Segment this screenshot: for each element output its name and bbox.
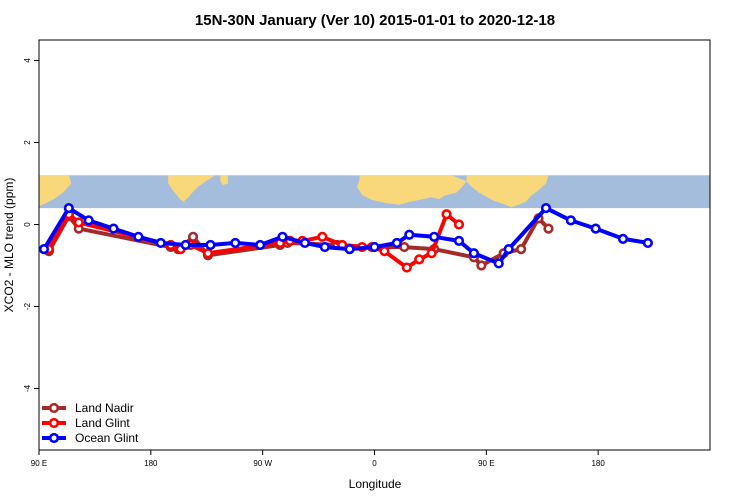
world-map-band — [39, 175, 710, 209]
data-point — [516, 244, 527, 255]
data-point — [38, 244, 50, 255]
data-point — [73, 217, 84, 228]
data-point — [617, 233, 629, 244]
map-landmass — [357, 175, 467, 205]
data-point — [319, 241, 330, 253]
x-tick-label: 180 — [144, 459, 158, 468]
x-tick-label: 90 E — [31, 459, 47, 468]
data-point — [503, 244, 514, 255]
plot-area — [38, 39, 711, 451]
series-layer — [38, 203, 653, 273]
data-point — [404, 229, 415, 240]
map-landmass — [39, 175, 72, 207]
data-point — [476, 260, 487, 271]
y-tick-label: 2 — [23, 140, 32, 145]
data-point — [379, 246, 390, 257]
chart-title: 15N-30N January (Ver 10) 2015-01-01 to 2… — [195, 12, 555, 29]
y-axis: -4 -2 0 2 4 — [23, 58, 39, 392]
data-point — [344, 244, 355, 255]
map-landmass — [220, 175, 228, 186]
legend-item: Land Glint — [42, 416, 130, 430]
legend-item: Land Nadir — [42, 401, 134, 415]
legend-item: Ocean Glint — [42, 431, 139, 445]
y-tick-label: 4 — [23, 58, 32, 63]
data-point — [429, 231, 440, 242]
data-point — [187, 231, 199, 242]
x-tick-label: 180 — [591, 459, 605, 468]
legend-label: Land Nadir — [75, 401, 134, 415]
data-point — [426, 248, 437, 259]
data-point — [299, 237, 311, 249]
data-point — [468, 248, 480, 259]
y-axis-title: XCO2 - MLO trend (ppm) — [2, 178, 16, 313]
legend-swatch-marker — [48, 432, 60, 444]
data-point — [493, 258, 504, 269]
data-point — [401, 262, 412, 273]
data-point — [230, 237, 241, 249]
data-point — [540, 203, 552, 214]
map-landmass — [168, 175, 216, 205]
data-point — [255, 239, 266, 251]
data-point — [590, 223, 601, 234]
x-tick-label: 90 E — [478, 459, 494, 468]
data-point — [565, 215, 576, 226]
data-point — [133, 231, 144, 242]
legend-swatch-marker — [48, 402, 60, 414]
x-axis-title: Longitude — [349, 477, 402, 491]
y-tick-label: -2 — [23, 302, 32, 310]
data-point — [441, 209, 452, 220]
data-point — [391, 237, 402, 249]
x-tick-label: 0 — [372, 459, 377, 468]
data-point — [399, 241, 410, 253]
data-point — [205, 239, 216, 251]
data-point — [453, 235, 465, 246]
data-point — [63, 203, 74, 214]
data-point — [180, 239, 191, 251]
data-point — [108, 223, 119, 234]
legend-label: Ocean Glint — [75, 431, 139, 445]
data-point — [453, 219, 465, 230]
data-point — [642, 237, 653, 249]
series-2 — [38, 203, 653, 269]
data-point — [369, 241, 380, 253]
y-tick-label: 0 — [23, 222, 32, 227]
data-point — [202, 248, 214, 259]
data-point — [83, 215, 94, 226]
data-point — [277, 231, 288, 242]
x-axis: 90 E 180 90 W 0 90 E 180 — [31, 450, 605, 468]
legend-label: Land Glint — [75, 416, 130, 430]
map-landmass — [466, 175, 549, 208]
y-tick-label: -4 — [23, 384, 32, 392]
data-point — [414, 254, 425, 265]
data-point — [543, 223, 554, 234]
x-tick-label: 90 W — [253, 459, 272, 468]
data-point — [317, 231, 328, 242]
data-point — [155, 237, 166, 249]
legend-swatch-marker — [48, 417, 60, 429]
